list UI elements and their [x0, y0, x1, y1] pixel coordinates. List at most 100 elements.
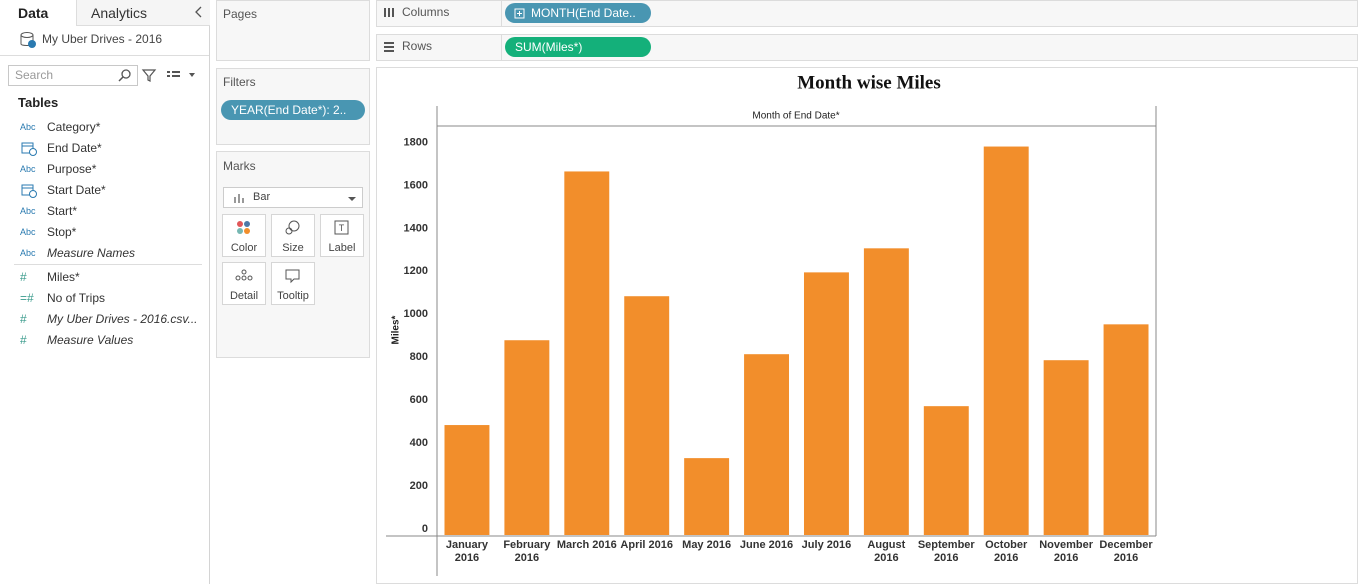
field[interactable]: End Date* [47, 141, 102, 155]
x-tick-label: March 2016 [556, 539, 617, 551]
datasource-icon-glyph [20, 32, 36, 48]
search-box[interactable]: Search [8, 65, 138, 86]
x-tick-label: November 2016 [1039, 539, 1094, 564]
collapse-icon-glyph [195, 6, 202, 18]
shelf-label: Rows [402, 39, 433, 53]
bar [923, 406, 969, 535]
field-icon: Abc [20, 122, 36, 132]
bar [1103, 324, 1149, 535]
bar [684, 458, 730, 535]
field-icon: Abc [20, 227, 36, 237]
x-tick-label: June 2016 [739, 539, 794, 551]
x-tick-label: May 2016 [682, 539, 732, 551]
x-tick-label: January 2016 [445, 539, 489, 564]
svg-text:T: T [339, 223, 345, 233]
bar-icon-glyph [234, 194, 244, 203]
y-tick-label: 400 [410, 437, 428, 449]
rows-icon-glyph [384, 42, 394, 52]
mark-button[interactable]: Color [222, 214, 266, 257]
mark-button-icon [283, 219, 303, 237]
x-tick-label: October 2016 [985, 539, 1028, 564]
bar [504, 340, 550, 535]
y-tick-label: 1600 [404, 179, 428, 191]
filter-pill[interactable]: YEAR(End Date*): 2.. [221, 100, 365, 120]
dropdown-arrow[interactable] [345, 192, 359, 204]
mark-button-icon-glyph [235, 269, 253, 281]
bar [1043, 360, 1089, 535]
mark-button-icon-glyph: T [334, 220, 349, 235]
mark-button-icon-glyph [237, 221, 250, 234]
field-icon: Abc [20, 164, 36, 174]
field[interactable]: Purpose* [47, 162, 97, 176]
field-icon: # [20, 333, 27, 347]
field[interactable]: Measure Values [47, 333, 134, 347]
x-header: Month of End Date* [752, 111, 839, 122]
filter-icon[interactable] [141, 67, 157, 83]
bar [744, 354, 790, 535]
view-icon[interactable] [165, 67, 199, 83]
datasource-name[interactable]: My Uber Drives - 2016 [42, 32, 163, 46]
datasource-icon [19, 31, 37, 49]
date-icon [21, 140, 37, 156]
field[interactable]: No of Trips [47, 291, 106, 305]
panel-title: Marks [223, 159, 256, 173]
field-icon: Abc [20, 206, 36, 216]
mark-button-icon: T [332, 219, 352, 237]
x-tick-label: July 2016 [801, 539, 852, 551]
pill-plus-glyph [514, 8, 525, 19]
rows-icon [382, 39, 396, 53]
mark-type-dropdown[interactable]: Bar [223, 187, 363, 208]
y-tick-label: 0 [422, 523, 428, 535]
search-icon[interactable] [118, 68, 132, 82]
field-icon: # [20, 270, 27, 284]
field-icon: =# [20, 291, 34, 305]
bar [564, 171, 610, 535]
mark-button-icon-glyph [285, 220, 300, 235]
field[interactable]: Measure Names [47, 246, 136, 260]
dropdown-arrow-glyph [348, 197, 356, 201]
filter-icon-glyph [141, 69, 157, 82]
pill-plus [514, 7, 526, 19]
y-tick-label: 1000 [404, 308, 428, 320]
y-tick-label: 800 [410, 351, 428, 363]
view-icon-glyph [167, 71, 195, 77]
mark-button-icon [283, 267, 303, 285]
bar [863, 248, 909, 536]
y-tick-label: 1200 [404, 265, 428, 277]
pages-panel [216, 0, 370, 61]
divider [14, 264, 202, 265]
bar [624, 296, 670, 535]
tables-header: Tables [18, 95, 59, 110]
columns-icon-glyph [384, 8, 394, 17]
tab[interactable]: Analytics [76, 0, 210, 26]
collapse-icon[interactable] [193, 5, 205, 19]
x-tick-label: August 2016 [867, 539, 906, 564]
mark-button[interactable]: Tooltip [271, 262, 315, 305]
shelf-divider [501, 0, 502, 27]
field[interactable]: Start Date* [47, 183, 106, 197]
chart-title: Month wise Miles [797, 72, 941, 93]
tab[interactable]: Data [18, 5, 49, 21]
mark-button-icon [234, 267, 254, 285]
y-tick-label: 1400 [404, 222, 428, 234]
field[interactable]: Miles* [47, 270, 80, 284]
row-pill[interactable]: SUM(Miles*) [505, 37, 651, 57]
search-icon-glyph [118, 69, 131, 82]
field-icon: Abc [20, 248, 36, 258]
panel-title: Pages [223, 7, 258, 21]
mark-button[interactable]: Detail [222, 262, 266, 305]
mark-button-icon-glyph [285, 269, 300, 284]
field[interactable]: Stop* [47, 225, 77, 239]
date-icon [21, 182, 37, 198]
bar-icon [233, 191, 245, 203]
bar [803, 272, 849, 535]
column-pill[interactable]: MONTH(End Date.. [505, 3, 651, 23]
divider [0, 55, 209, 56]
x-tick-label: December 2016 [1099, 539, 1153, 564]
field[interactable]: Start* [47, 204, 78, 218]
date-icon-glyph [21, 184, 37, 198]
field[interactable]: Category* [47, 120, 101, 134]
field[interactable]: My Uber Drives - 2016.csv... [47, 312, 198, 326]
